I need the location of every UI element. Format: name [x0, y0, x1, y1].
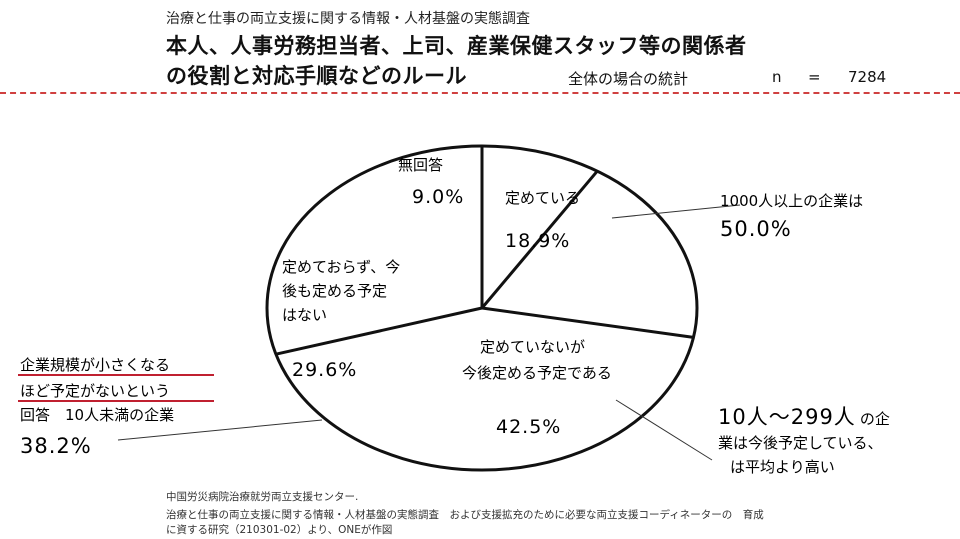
note-small-company-2: ほど予定がないという	[20, 382, 170, 400]
survey-title: 治療と仕事の両立支援に関する情報・人材基盤の実態調査	[166, 11, 530, 27]
stats-n-label: n	[772, 68, 782, 86]
leader-line-large-company	[611, 204, 741, 219]
slice-value-no-answer: 9.0%	[412, 186, 464, 208]
boundary-no-answer-defined	[480, 170, 599, 309]
red-underline-1	[18, 374, 214, 376]
leader-line-small-company	[117, 419, 323, 441]
stats-n-value: 7284	[848, 68, 887, 86]
source-line-2: 治療と仕事の両立支援に関する情報・人材基盤の実態調査 および支援拡充のために必要…	[166, 509, 764, 521]
note-mid-company-1: 10人～299人 の企	[718, 405, 890, 429]
note-small-company-3: 回答 10人未満の企業	[20, 406, 174, 424]
leader-line-mid-company	[615, 399, 713, 461]
dashed-divider	[0, 92, 960, 94]
note-large-company: 1000人以上の企業は	[720, 192, 863, 210]
slice-boundaries	[275, 146, 694, 356]
slice-label-no-answer: 無回答	[398, 156, 443, 174]
slice-label-not-planned-1: 定めておらず、今	[282, 258, 400, 276]
note-mid-company-suffix: の企	[860, 410, 890, 428]
stats-equals: =	[808, 68, 821, 86]
source-line-1: 中国労災病院治療就労両立支援センター.	[166, 491, 359, 503]
note-mid-company-2: 業は今後予定している、	[718, 434, 883, 452]
slice-label-not-planned-3: はない	[282, 306, 327, 324]
slice-label-not-planned-2: 後も定める予定	[282, 282, 387, 300]
headline-line-2: の役割と対応手順などのルール	[166, 64, 467, 88]
red-underline-2	[18, 400, 214, 402]
boundary-planned-not-planned	[275, 306, 483, 356]
slice-value-planned: 42.5%	[496, 416, 561, 438]
slice-label-planned-1: 定めていないが	[480, 338, 585, 356]
slice-label-defined: 定めている	[505, 189, 580, 207]
note-small-company-1: 企業規模が小さくなる	[20, 356, 170, 374]
note-small-company-value: 38.2%	[20, 434, 92, 458]
stats-label: 全体の場合の統計	[568, 70, 689, 88]
note-mid-company-3: は平均より高い	[730, 458, 835, 476]
note-large-company-value: 50.0%	[720, 217, 792, 241]
source-line-3: に資する研究（210301-02）より、ONEが作図	[166, 524, 393, 536]
slice-label-planned-2: 今後定める予定である	[462, 364, 612, 382]
slice-value-not-planned: 29.6%	[292, 359, 357, 381]
slice-value-defined: 18.9%	[505, 230, 570, 252]
headline-line-1: 本人、人事労務担当者、上司、産業保健スタッフ等の関係者	[166, 34, 747, 58]
note-mid-company-range: 10人～299人	[718, 405, 856, 429]
boundary-defined-planned	[481, 306, 694, 339]
